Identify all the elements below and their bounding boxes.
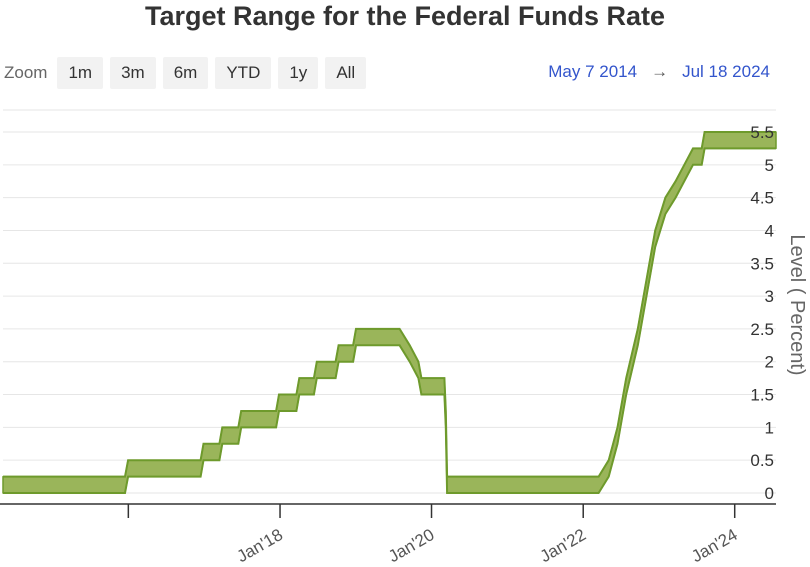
y-tick-label: 4 [765,221,774,240]
zoom-ytd-button[interactable]: YTD [215,57,272,89]
y-tick-label: 1.5 [750,386,774,405]
y-tick-label: 2 [765,353,774,372]
y-tick-label: 1 [765,418,774,437]
y-tick-label: 0.5 [750,451,774,470]
grid-lines [3,109,776,494]
y-tick-label: 5 [765,156,774,175]
x-axis: Jan'18 Jan'20 Jan'22 Jan'24 [0,503,776,566]
rate-band-layer [2,131,777,494]
y-tick-label: 5.5 [750,123,774,142]
y-tick-label: 4.5 [750,189,774,208]
upper-bound-line [3,131,776,478]
x-tick-label: Jan'22 [537,525,589,566]
x-tick-label: Jan'18 [234,525,286,566]
y-tick-label: 0 [765,484,774,503]
chart-title: Target Range for the Federal Funds Rate [144,1,666,31]
y-axis: 0 0.5 1 1.5 2 2.5 3 3.5 4 4.5 5 5.5 [750,123,774,503]
range-arrow: → [651,62,669,81]
y-axis-label: Level ( Percent) [786,234,808,375]
x-tick-label: Jan'24 [688,525,740,566]
zoom-6m-button[interactable]: 6m [162,57,209,89]
zoom-3m-button[interactable]: 3m [110,57,156,89]
range-from-date[interactable]: May 7 2014 [548,62,638,81]
y-tick-label: 3.5 [750,254,774,273]
rate-band-area [2,131,777,494]
range-to-date[interactable]: Jul 18 2024 [682,62,770,81]
lower-bound-line [3,147,776,494]
zoom-all-button[interactable]: All [325,57,367,89]
zoom-1m-button[interactable]: 1m [57,57,104,89]
date-range-display: May 7 2014 → Jul 18 2024 [548,62,770,82]
y-tick-label: 2.5 [750,320,774,339]
x-tick-label: Jan'20 [385,525,437,566]
zoom-bar: Zoom 1m 3m 6m YTD 1y All [4,57,373,89]
zoom-label: Zoom [4,63,48,82]
y-tick-label: 3 [765,287,774,306]
zoom-1y-button[interactable]: 1y [278,57,319,89]
